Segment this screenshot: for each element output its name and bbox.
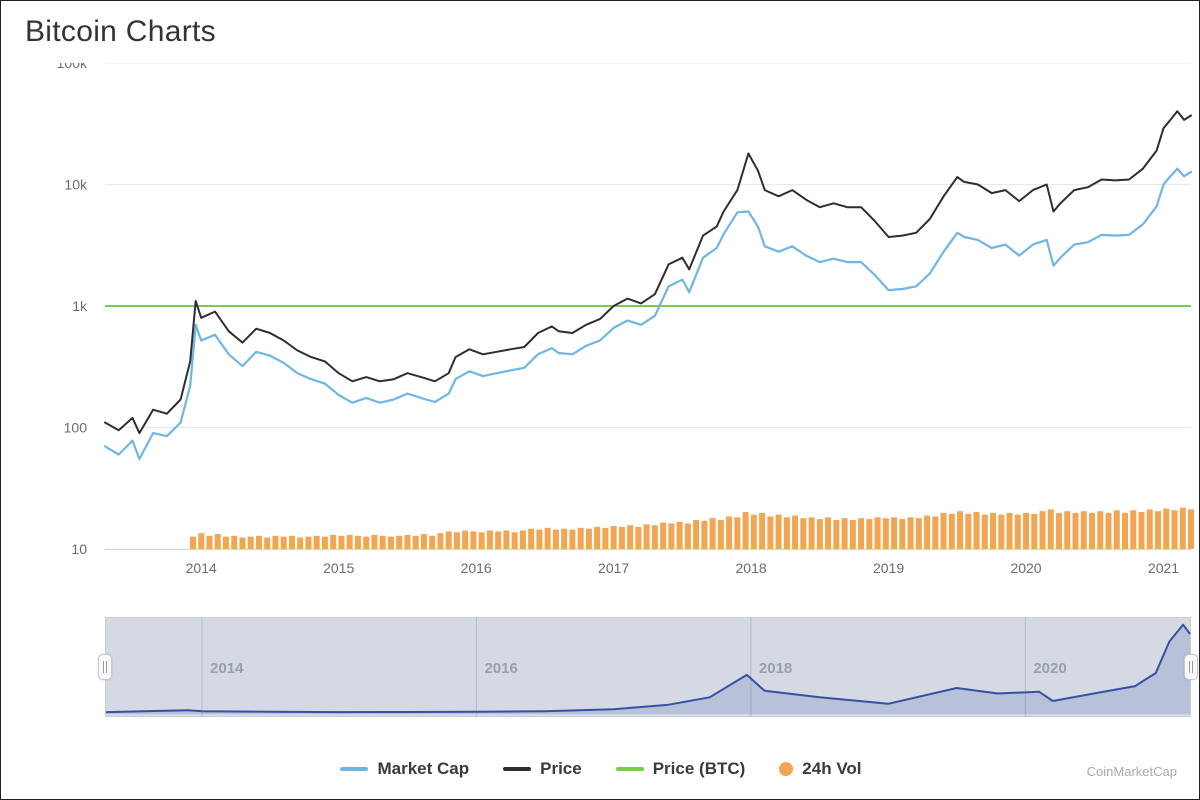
legend-label: Price (BTC)	[653, 759, 746, 779]
svg-text:2019: 2019	[873, 560, 904, 576]
chart-legend: Market Cap Price Price (BTC) 24h Vol	[1, 755, 1200, 783]
svg-text:100: 100	[64, 420, 88, 436]
svg-text:2018: 2018	[759, 660, 792, 677]
svg-text:2020: 2020	[1033, 660, 1066, 677]
legend-item[interactable]: Price	[503, 759, 582, 779]
svg-text:2020: 2020	[1010, 560, 1041, 576]
legend-swatch	[779, 762, 793, 776]
chart-title: Bitcoin Charts	[25, 15, 216, 49]
svg-text:2017: 2017	[598, 560, 629, 576]
legend-label: Market Cap	[377, 759, 469, 779]
svg-text:100k: 100k	[57, 63, 88, 71]
svg-text:2014: 2014	[186, 560, 217, 576]
svg-text:10k: 10k	[64, 177, 88, 193]
svg-text:2016: 2016	[484, 660, 517, 677]
svg-text:1k: 1k	[72, 298, 88, 314]
legend-label: Price	[540, 759, 582, 779]
svg-text:2021: 2021	[1148, 560, 1179, 576]
main-chart[interactable]: 10 100 1k 10k 100k 2014 2015 2016 2017 2018 2019 20…	[1, 63, 1200, 583]
legend-item[interactable]: Market Cap	[340, 759, 469, 779]
attribution-label: CoinMarketCap	[1087, 764, 1177, 779]
svg-text:2014: 2014	[210, 660, 244, 677]
range-navigator[interactable]: 2014 2016 2018 2020	[105, 617, 1191, 717]
legend-swatch	[340, 767, 368, 771]
legend-label: 24h Vol	[802, 759, 861, 779]
svg-text:2018: 2018	[736, 560, 767, 576]
legend-swatch	[503, 767, 531, 771]
svg-text:10: 10	[71, 541, 87, 557]
legend-swatch	[616, 767, 644, 771]
navigator-handle-left[interactable]	[98, 654, 112, 680]
navigator-handle-right[interactable]	[1184, 654, 1198, 680]
legend-item[interactable]: 24h Vol	[779, 759, 861, 779]
svg-text:2016: 2016	[461, 560, 492, 576]
svg-text:2015: 2015	[323, 560, 354, 576]
legend-item[interactable]: Price (BTC)	[616, 759, 746, 779]
